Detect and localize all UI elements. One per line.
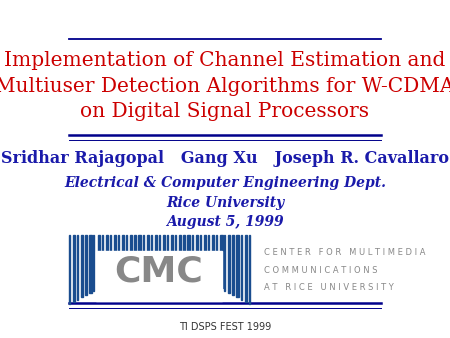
Bar: [220, 235, 222, 288]
Text: Implementation of Channel Estimation and: Implementation of Channel Estimation and: [4, 51, 446, 70]
Bar: [208, 235, 209, 282]
Bar: [114, 235, 116, 279]
Bar: [155, 235, 157, 257]
Bar: [147, 235, 149, 261]
Bar: [98, 235, 99, 288]
Bar: [192, 235, 193, 272]
Bar: [249, 235, 250, 304]
Text: A T   R I C E   U N I V E R S I T Y: A T R I C E U N I V E R S I T Y: [264, 284, 394, 292]
Bar: [179, 235, 181, 266]
Bar: [151, 235, 152, 259]
Bar: [183, 235, 184, 268]
Text: Sridhar Rajagopal   Gang Xu   Joseph R. Cavallaro: Sridhar Rajagopal Gang Xu Joseph R. Cava…: [1, 150, 449, 167]
Bar: [200, 235, 201, 277]
Bar: [90, 235, 92, 293]
Bar: [212, 235, 214, 284]
Bar: [163, 235, 165, 257]
Text: C O M M U N I C A T I O N S: C O M M U N I C A T I O N S: [264, 266, 378, 275]
Bar: [196, 235, 198, 275]
Bar: [110, 235, 111, 282]
Bar: [130, 235, 132, 270]
Bar: [171, 235, 174, 261]
Bar: [245, 235, 247, 302]
Bar: [102, 235, 103, 286]
Text: August 5, 1999: August 5, 1999: [166, 215, 284, 230]
Bar: [126, 235, 127, 272]
Text: C E N T E R   F O R   M U L T I M E D I A: C E N T E R F O R M U L T I M E D I A: [264, 248, 426, 257]
Bar: [228, 235, 230, 293]
Bar: [216, 235, 217, 286]
Bar: [204, 235, 206, 279]
Text: TI DSPS FEST 1999: TI DSPS FEST 1999: [179, 322, 271, 332]
Bar: [224, 235, 225, 291]
Bar: [118, 235, 119, 277]
Text: CMC: CMC: [114, 254, 203, 288]
Bar: [106, 235, 108, 284]
Bar: [77, 235, 78, 300]
Text: Rice University: Rice University: [166, 196, 284, 210]
Text: on Digital Signal Processors: on Digital Signal Processors: [81, 102, 369, 121]
Bar: [232, 235, 234, 295]
Bar: [143, 235, 144, 263]
Bar: [135, 235, 136, 268]
Text: Electrical & Computer Engineering Dept.: Electrical & Computer Engineering Dept.: [64, 175, 386, 190]
Bar: [241, 235, 242, 300]
Text: Multiuser Detection Algorithms for W-CDMA: Multiuser Detection Algorithms for W-CDM…: [0, 77, 450, 96]
Bar: [139, 235, 141, 266]
Bar: [81, 235, 83, 297]
Bar: [86, 235, 87, 295]
Bar: [73, 235, 76, 302]
Bar: [188, 235, 190, 270]
Bar: [122, 235, 125, 275]
Bar: [167, 235, 168, 259]
Bar: [175, 235, 176, 263]
Bar: [69, 235, 70, 304]
Bar: [159, 235, 160, 254]
Bar: [237, 235, 239, 297]
Bar: [96, 251, 221, 301]
